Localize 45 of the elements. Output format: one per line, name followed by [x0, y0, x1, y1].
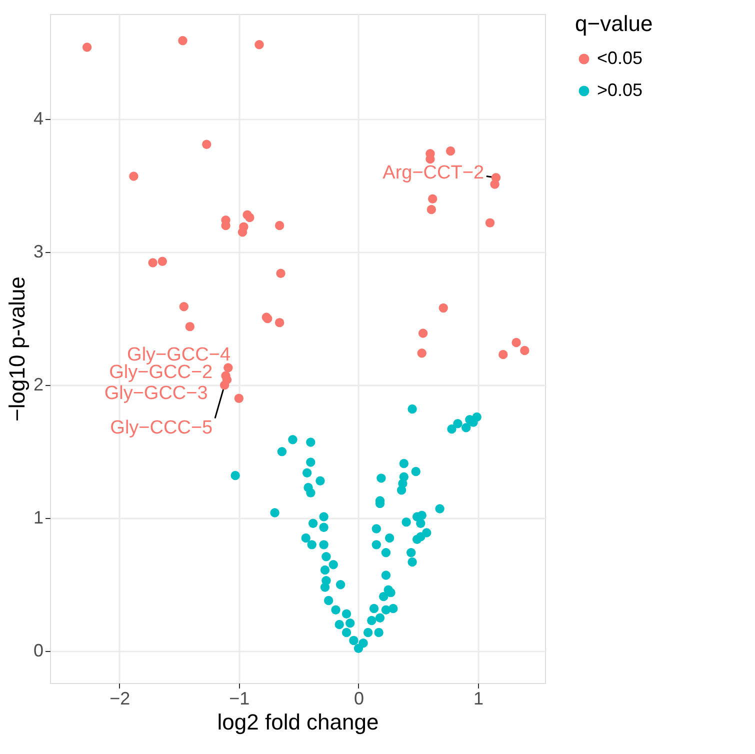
- legend-label: >0.05: [597, 80, 643, 100]
- y-tick-label: 1: [33, 508, 44, 528]
- point: [428, 194, 438, 204]
- y-tick-label: 0: [33, 640, 44, 661]
- point: [179, 302, 189, 312]
- legend-title: q−value: [575, 11, 653, 36]
- point: [178, 36, 188, 46]
- y-tick-label: 3: [33, 242, 44, 262]
- point: [245, 212, 254, 222]
- point: [238, 228, 248, 237]
- x-tick-label: −1: [229, 688, 250, 708]
- x-axis-title: log2 fold change: [217, 710, 379, 734]
- point: [82, 42, 92, 52]
- point: [426, 204, 436, 214]
- y-tick-label: 2: [33, 374, 44, 395]
- point: [446, 146, 456, 156]
- y-tick-label: 4: [33, 108, 44, 129]
- annotation: Gly−GCC−3: [104, 383, 208, 404]
- point: [418, 328, 428, 338]
- point: [220, 380, 230, 390]
- point: [498, 350, 508, 360]
- point: [158, 256, 167, 266]
- point: [485, 218, 495, 228]
- x-tick-label: 0: [354, 688, 364, 708]
- point: [276, 268, 286, 278]
- point: [148, 258, 158, 268]
- point: [512, 338, 521, 348]
- x-tick-label: −2: [110, 688, 130, 708]
- point: [274, 318, 284, 328]
- point: [202, 140, 212, 149]
- annotation: Gly−GCC−4: [127, 344, 231, 366]
- point: [185, 322, 194, 332]
- annotation: Arg−CCT−2: [382, 162, 484, 184]
- y-axis-title: −log10 p-value: [4, 276, 30, 422]
- legend-label: <0.05: [597, 48, 643, 68]
- point: [234, 394, 244, 403]
- point: [417, 348, 426, 358]
- point: [520, 346, 530, 356]
- point: [254, 40, 264, 50]
- point: [129, 172, 138, 181]
- x-tick-label: 1: [474, 688, 484, 708]
- point: [490, 180, 500, 189]
- annotation: Gly−CCC−5: [110, 418, 213, 439]
- point: [438, 303, 448, 313]
- point: [274, 220, 284, 230]
